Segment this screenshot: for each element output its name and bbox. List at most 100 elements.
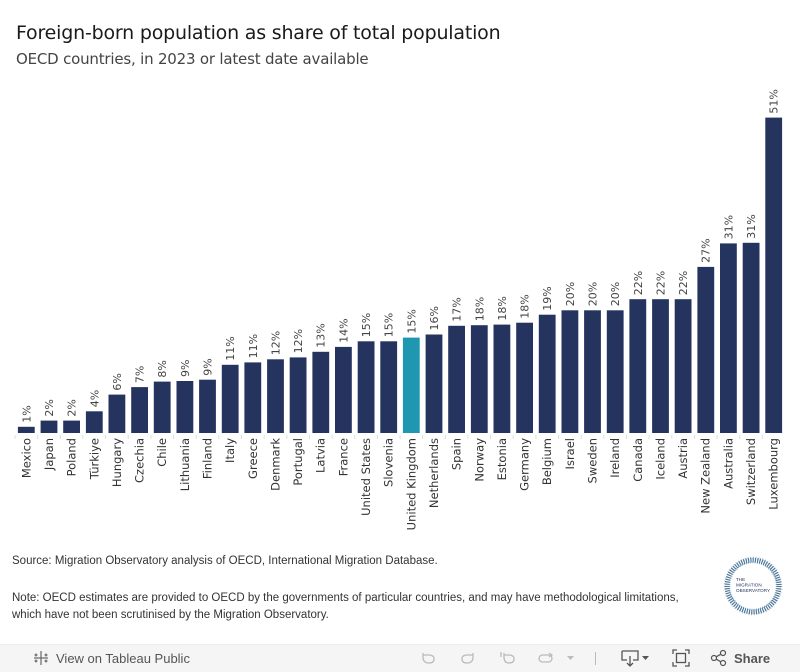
x-tick-label: Belgium	[540, 438, 554, 485]
bar-lithuania[interactable]	[176, 381, 194, 433]
bar-united-kingdom[interactable]	[402, 337, 420, 433]
value-label: 20%	[564, 282, 577, 306]
bar-hungary[interactable]	[108, 394, 126, 433]
x-tick-label: Italy	[223, 438, 237, 463]
bar-mexico[interactable]	[17, 426, 35, 433]
value-label: 22%	[632, 271, 645, 295]
bar-germany[interactable]	[516, 322, 533, 433]
bar-portugal[interactable]	[289, 357, 307, 433]
x-tick-label: Switzerland	[744, 438, 758, 505]
bar-iceland[interactable]	[652, 299, 669, 433]
bar-greece[interactable]	[244, 362, 262, 433]
bar-united-states[interactable]	[357, 341, 375, 433]
bar-israel[interactable]	[561, 310, 579, 433]
logo-text-1: THE	[736, 577, 745, 582]
x-tick-label: Australia	[721, 438, 735, 489]
bar-t-rkiye[interactable]	[85, 411, 103, 433]
value-label: 18%	[519, 294, 532, 318]
toolbar-divider	[595, 652, 596, 665]
methodology-note: Note: OECD estimates are provided to OEC…	[12, 592, 679, 621]
share-button[interactable]: Share	[710, 649, 770, 667]
value-label: 15%	[360, 313, 373, 337]
bar-switzerland[interactable]	[742, 242, 760, 433]
value-label: 9%	[202, 358, 215, 375]
chart-title: Foreign-born population as share of tota…	[16, 22, 501, 44]
undo-icon	[422, 653, 435, 664]
value-label: 20%	[609, 282, 622, 306]
download-button[interactable]	[620, 649, 652, 667]
bar-ireland[interactable]	[606, 310, 624, 433]
pause-dropdown-button[interactable]	[566, 649, 576, 667]
x-tick-label: United Kingdom	[404, 438, 418, 530]
share-icon	[710, 649, 727, 667]
redo-icon	[461, 653, 474, 664]
view-on-tableau-button[interactable]: View on Tableau Public	[32, 649, 190, 667]
x-tick-label: Türkiye	[87, 438, 101, 480]
value-labels-group: 1% 2% 2% 4% 6% 7% 8% 9% 9% 11% 11% 12% 12% 13% 14% 15% 1…	[20, 89, 780, 423]
x-tick-label: Denmark	[268, 438, 282, 491]
bar-japan[interactable]	[40, 420, 58, 433]
bar-new-zealand[interactable]	[697, 266, 715, 433]
bar-czechia[interactable]	[131, 387, 148, 433]
x-tick-label: Netherlands	[427, 438, 441, 508]
x-tick-label: Norway	[472, 438, 486, 482]
x-tick-label: Spain	[450, 438, 464, 470]
value-label: 22%	[654, 271, 667, 295]
value-label: 9%	[179, 360, 192, 377]
bar-estonia[interactable]	[493, 324, 511, 433]
x-tick-label: Latvia	[314, 438, 328, 473]
migration-observatory-logo[interactable]: THE MIGRATION OBSERVATORY	[722, 555, 784, 617]
bar-austria[interactable]	[674, 299, 692, 433]
value-label: 7%	[134, 366, 147, 383]
fullscreen-icon	[672, 649, 690, 667]
bar-luxembourg[interactable]	[765, 117, 783, 433]
value-label: 20%	[587, 282, 600, 306]
x-tick-label: Luxembourg	[767, 438, 781, 510]
refresh-icon	[538, 652, 554, 663]
logo-text-2: MIGRATION	[736, 583, 762, 588]
x-tick-label: Lithuania	[178, 438, 192, 491]
x-tick-label: Poland	[65, 438, 79, 476]
bar-canada[interactable]	[629, 299, 647, 433]
fullscreen-button[interactable]	[672, 649, 690, 667]
x-tick-label: Greece	[246, 438, 260, 479]
value-label: 31%	[745, 214, 758, 238]
bar-belgium[interactable]	[538, 314, 556, 433]
value-label: 11%	[224, 336, 237, 360]
undo-button[interactable]	[418, 649, 438, 667]
bar-spain[interactable]	[448, 325, 465, 433]
value-label: 12%	[292, 329, 305, 353]
bar-france[interactable]	[335, 346, 352, 433]
x-tick-label: Canada	[631, 438, 645, 482]
download-icon	[621, 650, 649, 667]
x-tick-label: Finland	[201, 438, 215, 479]
x-tick-label: Austria	[676, 438, 690, 479]
value-label: 4%	[88, 390, 101, 407]
value-label: 2%	[43, 399, 56, 416]
redo-button[interactable]	[458, 649, 478, 667]
value-label: 14%	[337, 318, 350, 342]
value-label: 12%	[269, 331, 282, 355]
value-label: 8%	[156, 360, 169, 377]
bar-latvia[interactable]	[312, 351, 330, 433]
bar-italy[interactable]	[221, 364, 239, 433]
share-label: Share	[734, 650, 771, 666]
bar-sweden[interactable]	[584, 310, 601, 433]
bar-poland[interactable]	[63, 420, 80, 433]
x-tick-label: Portugal	[291, 438, 305, 486]
source-note: Source: Migration Observatory analysis o…	[12, 555, 438, 567]
bar-denmark[interactable]	[267, 359, 284, 433]
revert-button[interactable]	[498, 649, 518, 667]
x-tick-label: Sweden	[586, 438, 600, 483]
bar-chile[interactable]	[153, 381, 171, 433]
bar-finland[interactable]	[199, 379, 216, 433]
value-label: 6%	[111, 373, 124, 390]
refresh-button[interactable]	[536, 649, 556, 667]
x-tick-label: Hungary	[110, 438, 124, 487]
x-tick-labels-group: Mexico Japan Poland Türkiye Hungary Czechia Ch…	[14, 435, 781, 530]
bar-slovenia[interactable]	[380, 341, 398, 433]
value-label: 13%	[315, 323, 328, 347]
bar-australia[interactable]	[720, 243, 737, 433]
bar-norway[interactable]	[470, 325, 488, 433]
bar-netherlands[interactable]	[425, 334, 443, 434]
